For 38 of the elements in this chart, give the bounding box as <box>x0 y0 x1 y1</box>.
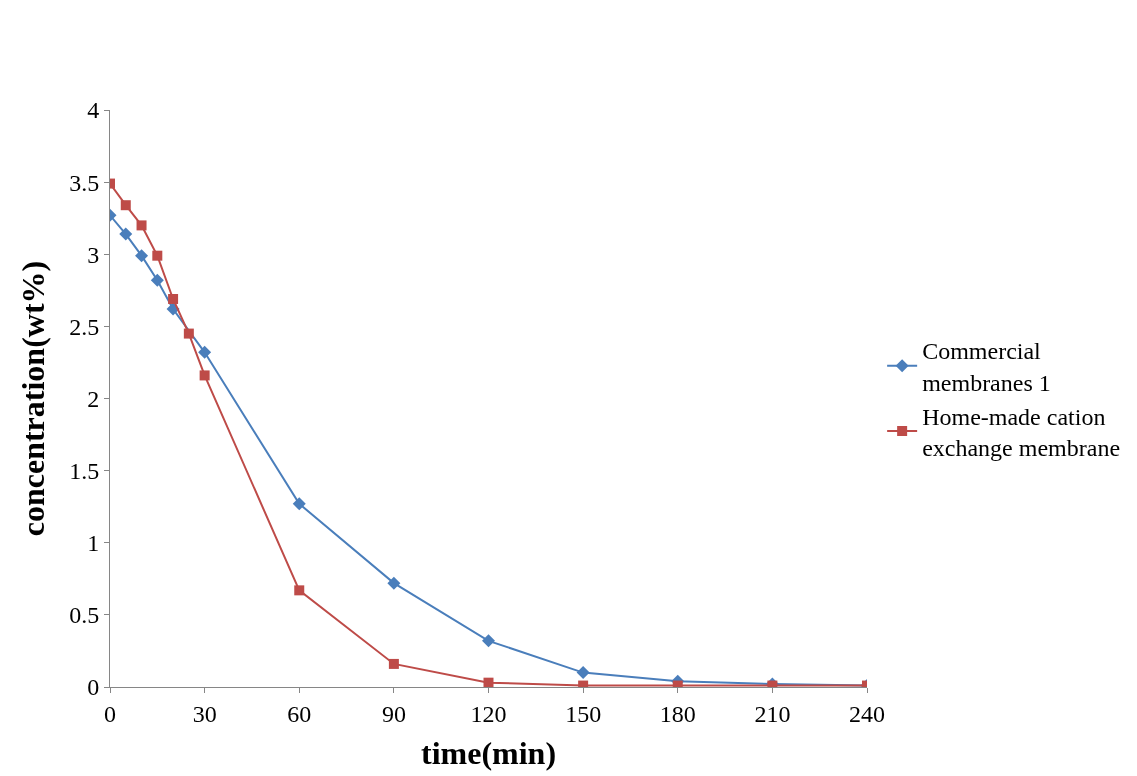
y-tick-label: 4 <box>87 97 100 124</box>
x-tick-label: 90 <box>381 700 406 727</box>
point <box>483 677 494 687</box>
point <box>135 249 149 263</box>
point <box>387 576 401 590</box>
point <box>183 328 194 339</box>
x-tick-label: 120 <box>470 700 507 727</box>
y-tick-label: 1 <box>87 530 100 557</box>
y-axis-title: concentration(wt%) <box>14 260 51 537</box>
x-tick-label: 30 <box>192 700 217 727</box>
y-tick-label: 3 <box>87 241 100 268</box>
point <box>136 220 147 231</box>
x-axis-title: time(min) <box>420 734 557 771</box>
x-tick-label: 180 <box>659 700 696 727</box>
point <box>150 273 164 287</box>
x-tick-label: 60 <box>287 700 312 727</box>
y-tick-label: 2.5 <box>69 313 100 340</box>
legend-label: Commercial membranes 1 <box>922 338 1051 396</box>
point <box>119 227 133 241</box>
point <box>388 658 399 669</box>
legend-label: Home-made cation exchange membrane <box>922 403 1121 462</box>
point <box>120 200 131 211</box>
point <box>292 497 306 511</box>
y-tick-label: 0 <box>87 674 100 701</box>
y-tick-label: 1.5 <box>69 458 100 485</box>
x-tick-label: 240 <box>849 700 885 727</box>
y-tick-label: 0.5 <box>69 602 100 629</box>
point <box>198 345 212 359</box>
point <box>294 585 305 596</box>
point <box>199 370 210 381</box>
point <box>482 634 495 648</box>
point <box>576 666 590 680</box>
x-tick-label: 150 <box>565 700 602 727</box>
point <box>168 293 179 304</box>
y-tick-label: 3.5 <box>69 169 100 196</box>
x-tick-label: 210 <box>754 700 791 727</box>
point <box>152 250 163 261</box>
y-tick-label: 2 <box>87 385 100 412</box>
